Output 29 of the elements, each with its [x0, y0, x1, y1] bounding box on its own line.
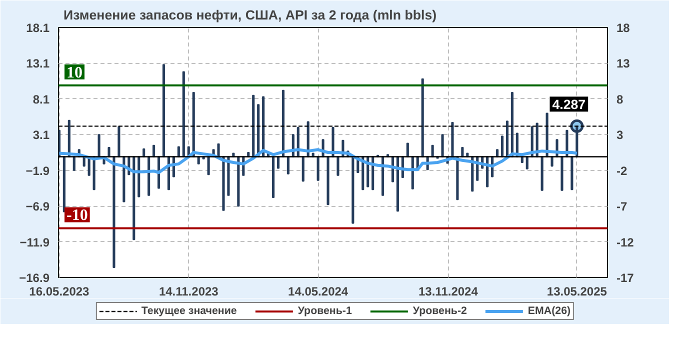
y-tick-label: 8.1 — [32, 92, 50, 106]
y2-tick-label: -17 — [616, 271, 634, 285]
legend-label: Уровень-1 — [298, 305, 352, 317]
y-tick-label: −1.9 — [26, 164, 50, 178]
x-tick-label: 13.05.2025 — [546, 284, 608, 298]
x-tick-label: 13.11.2024 — [418, 284, 478, 298]
y-tick-label: −6.9 — [26, 200, 50, 214]
y2-tick-label: 8 — [616, 92, 624, 106]
legend-label: Уровень-2 — [412, 305, 467, 317]
y2-tick-label: 18 — [616, 21, 630, 35]
y-tick-label: 3.1 — [32, 128, 50, 142]
annotation: 10 — [66, 64, 82, 82]
legend-label: Текущее значение — [141, 305, 237, 317]
y2-tick-label: 3 — [616, 128, 624, 142]
legend-label: EMA(26) — [528, 305, 571, 317]
y-tick-label: 13.1 — [26, 56, 50, 71]
annotation: -10 — [66, 207, 88, 224]
y-tick-label: 18.1 — [26, 21, 50, 35]
y2-tick-label: -12 — [616, 235, 634, 250]
y-tick-label: −16.9 — [19, 271, 50, 285]
y2-tick-label: -2 — [616, 164, 628, 178]
x-tick-label: 16.05.2023 — [29, 284, 90, 298]
annotation: 4.287 — [552, 97, 586, 112]
y2-tick-label: 13 — [616, 56, 630, 71]
x-tick-label: 14.11.2023 — [158, 284, 219, 298]
y-tick-label: −11.9 — [20, 235, 50, 250]
chart-title: Изменение запасов нефти, США, API за 2 года (mln bbls) — [64, 8, 437, 22]
y2-tick-label: -7 — [616, 200, 628, 214]
x-tick-label: 14.05.2024 — [288, 284, 348, 298]
